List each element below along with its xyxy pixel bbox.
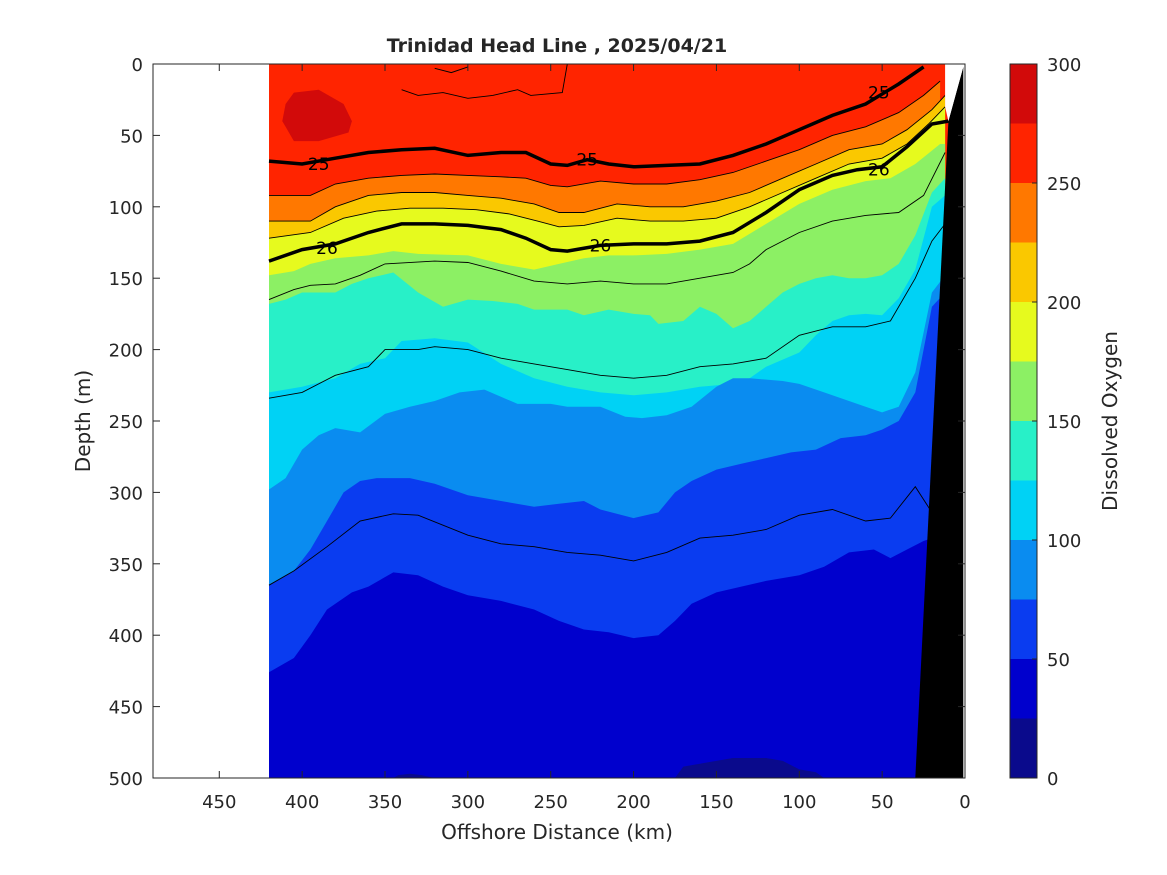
colorbar-swatch	[1010, 540, 1037, 600]
colorbar-tick-label: 250	[1047, 174, 1081, 195]
thin-contour-line	[268, 106, 946, 239]
field-band-0	[675, 758, 825, 778]
blank-region	[945, 64, 964, 122]
contour-label: 25	[868, 84, 890, 104]
colorbar: 0 50 100 150 200 250 300	[1009, 55, 1081, 790]
x-tick-label: 50	[871, 792, 894, 813]
y-tick-label: 50	[120, 126, 143, 147]
colorbar-tick-label: 50	[1047, 650, 1070, 671]
plot-area: 25 25 25 26 26 26	[268, 64, 965, 778]
x-tick-label: 0	[959, 792, 970, 813]
y-tick-label: 450	[109, 698, 143, 719]
y-tick-label: 300	[109, 483, 143, 504]
y-axis-label: Depth (m)	[71, 370, 95, 472]
x-tick-label: 200	[616, 792, 650, 813]
contour-label: 25	[576, 151, 598, 171]
y-tick-label: 200	[109, 341, 143, 362]
colorbar-tick-label: 0	[1047, 769, 1058, 790]
thin-contour-line	[268, 223, 946, 399]
x-tick-label: 150	[699, 792, 733, 813]
colorbar-swatch	[1010, 183, 1037, 243]
y-tick-label: 350	[109, 555, 143, 576]
thin-contour-line	[434, 66, 469, 74]
field-band-275	[282, 89, 352, 142]
colorbar-tick-label: 200	[1047, 293, 1081, 314]
contour-label: 26	[868, 161, 890, 181]
x-tick-label: 350	[368, 792, 402, 813]
thin-contour-line	[268, 485, 933, 586]
y-tick-label: 100	[109, 198, 143, 219]
x-tick-label: 450	[202, 792, 236, 813]
colorbar-swatch	[1010, 599, 1037, 659]
field-band-0	[393, 773, 435, 778]
y-tick-label: 150	[109, 269, 143, 290]
thin-contour-line	[268, 152, 946, 301]
colorbar-tick-label: 150	[1047, 412, 1081, 433]
colorbar-swatch	[1010, 659, 1037, 719]
y-tick-label: 500	[109, 769, 143, 790]
colorbar-tick-label: 300	[1047, 55, 1081, 76]
thin-contour-line	[269, 95, 946, 222]
colorbar-swatch	[1010, 361, 1037, 421]
colorbar-tick-label: 100	[1047, 531, 1081, 552]
colorbar-swatch	[1010, 242, 1037, 302]
colorbar-swatch	[1010, 421, 1037, 481]
colorbar-swatch	[1010, 302, 1037, 362]
contour-label: 26	[316, 239, 338, 259]
colorbar-swatch	[1010, 123, 1037, 183]
thin-contour-line	[401, 64, 568, 99]
colorbar-label: Dissolved Oxygen	[1098, 331, 1122, 511]
contour-label: 25	[308, 155, 330, 175]
y-tick-label: 400	[109, 626, 143, 647]
colorbar-swatch	[1010, 480, 1037, 540]
x-tick-label: 250	[534, 792, 568, 813]
bottom-mask	[915, 66, 964, 778]
chart-title: Trinidad Head Line , 2025/04/21	[387, 35, 727, 57]
colorbar-swatch	[1010, 718, 1037, 778]
field-band-25	[269, 535, 946, 778]
sigma-contour-25	[268, 65, 925, 169]
contour-label: 26	[590, 236, 612, 256]
y-tick-label: 0	[132, 55, 143, 76]
x-tick-label: 300	[451, 792, 485, 813]
x-axis-label: Offshore Distance (km)	[441, 820, 673, 844]
sigma-contour-26	[268, 119, 949, 263]
thin-contour-line	[269, 80, 941, 196]
y-tick-label: 250	[109, 412, 143, 433]
x-tick-label: 400	[285, 792, 319, 813]
x-tick-label: 100	[782, 792, 816, 813]
axes: 450 400 350 300 250 200 150 100 50 00501001502002…	[109, 55, 971, 813]
colorbar-swatch	[1010, 64, 1037, 124]
